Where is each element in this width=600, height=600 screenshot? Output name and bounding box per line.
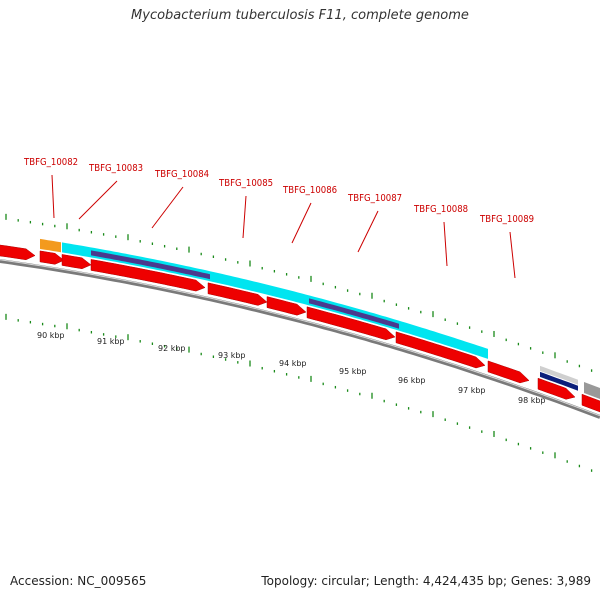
gene-label-leader xyxy=(242,195,247,239)
cds-arrow xyxy=(395,331,486,369)
gene-label: TBFG_10082 xyxy=(23,157,78,168)
gene-label-leader xyxy=(357,210,379,253)
gene-label: TBFG_10085 xyxy=(218,178,273,189)
kbp-axis-label: 92 kbp xyxy=(158,344,186,353)
gene-label-leader xyxy=(509,231,516,279)
gene-block-orange xyxy=(40,238,61,253)
gene-label: TBFG_10089 xyxy=(479,214,534,225)
genome-summary-text: Topology: circular; Length: 4,424,435 bp… xyxy=(261,574,591,588)
gene-label-leader xyxy=(443,221,448,267)
cds-arrow xyxy=(0,244,36,261)
cds-arrow xyxy=(207,282,268,306)
gene-label: TBFG_10086 xyxy=(282,185,337,196)
gene-label-leader xyxy=(151,186,184,229)
kbp-axis-label: 96 kbp xyxy=(398,376,426,385)
cds-arrow xyxy=(581,393,600,413)
kbp-axis-label: 98 kbp xyxy=(518,396,546,405)
cds-arrow xyxy=(487,360,530,384)
domain-feature xyxy=(309,298,399,329)
feature-gray xyxy=(540,365,578,385)
cds-arrow xyxy=(306,306,396,341)
gene-label-leader xyxy=(291,202,312,244)
cds-arrow xyxy=(61,254,92,270)
kbp-axis-label: 93 kbp xyxy=(218,351,246,360)
gene-label: TBFG_10088 xyxy=(413,204,468,215)
domain-feature xyxy=(91,250,210,280)
cds-arrow xyxy=(90,259,206,292)
backbone-highlight xyxy=(0,259,600,417)
gene-label-leader xyxy=(51,174,55,219)
kbp-axis-label: 91 kbp xyxy=(97,337,125,346)
accession-text: Accession: NC_009565 xyxy=(10,574,147,588)
gene-block-cyan xyxy=(62,242,488,359)
kbp-axis-label: 95 kbp xyxy=(339,367,367,376)
cds-arrow xyxy=(537,377,576,400)
gene-label: TBFG_10087 xyxy=(347,193,402,204)
map-title: Mycobacterium tuberculosis F11, complete… xyxy=(131,8,469,23)
gene-label-leader xyxy=(78,180,118,220)
cds-arrow xyxy=(39,250,65,265)
kbp-axis-label: 94 kbp xyxy=(279,359,307,368)
cds-arrow xyxy=(266,296,307,316)
gene-label: TBFG_10083 xyxy=(88,163,143,174)
feature-gray xyxy=(584,382,600,399)
feature-navy xyxy=(540,371,578,391)
gene-label: TBFG_10084 xyxy=(154,169,209,180)
backbone-arc xyxy=(0,259,600,419)
kbp-axis-label: 90 kbp xyxy=(37,331,65,340)
kbp-axis-label: 97 kbp xyxy=(458,386,486,395)
